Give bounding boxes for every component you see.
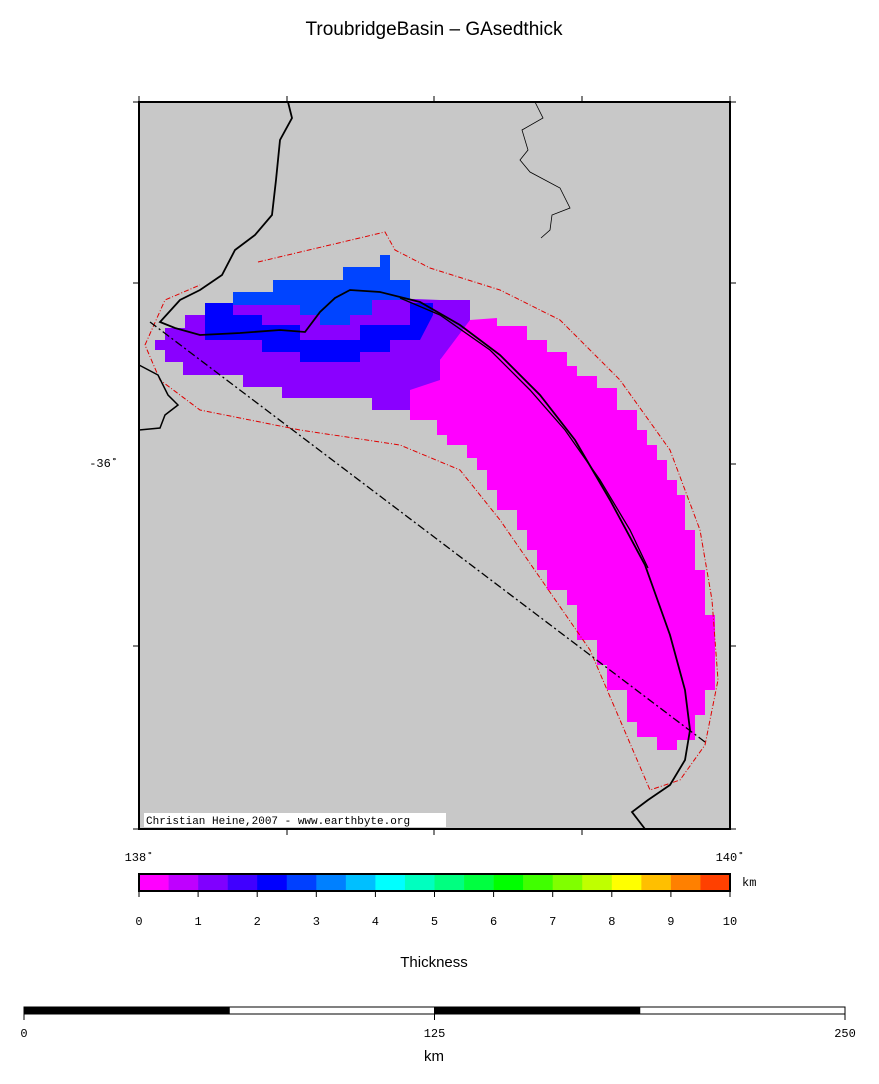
colorbar-cell	[670, 874, 701, 891]
colorbar-cell	[257, 874, 288, 891]
colorbar-cell	[168, 874, 199, 891]
colorbar-tick-label: 4	[372, 915, 379, 929]
scalebar-tick-label: 250	[834, 1027, 856, 1041]
colorbar-unit: km	[742, 876, 756, 890]
colorbar-cell	[611, 874, 642, 891]
scalebar-tick-label: 0	[20, 1027, 27, 1041]
colorbar-cell	[316, 874, 347, 891]
colorbar-cell	[375, 874, 406, 891]
credit: Christian Heine,2007 - www.earthbyte.org	[146, 816, 410, 828]
colorbar-cell	[464, 874, 494, 891]
river	[519, 101, 571, 239]
colorbar-tick-label: 0	[135, 915, 142, 929]
colorbar-tick-label: 3	[313, 915, 320, 929]
colorbar-cell	[198, 874, 228, 891]
colorbar-cell	[582, 874, 613, 891]
colorbar-tick-label: 10	[723, 915, 737, 929]
colorbar-tick-label: 9	[667, 915, 674, 929]
lat-label: -36˚	[89, 457, 118, 471]
colorbar-tick-label: 8	[608, 915, 615, 929]
frame-ticks	[133, 96, 736, 835]
colorbar-cell	[434, 874, 465, 891]
colorbar-cell	[552, 874, 583, 891]
thickness-cells	[410, 318, 715, 750]
scalebar-segment	[639, 1006, 846, 1015]
colorbar-cell	[139, 874, 169, 891]
title: TroubridgeBasin – GAsedthick	[306, 19, 563, 40]
colorbar-cell	[286, 874, 317, 891]
colorbar-cell	[404, 874, 435, 891]
credit-box	[144, 813, 446, 827]
coastline	[399, 297, 649, 569]
colorbar-tick-label: 7	[549, 915, 556, 929]
colorbar-tick-label: 5	[431, 915, 438, 929]
coastline	[158, 101, 691, 830]
colorbar-label: Thickness	[400, 954, 468, 971]
basin-outline	[144, 231, 719, 791]
scalebar-segment	[434, 1006, 641, 1015]
colorbar-tick-label: 2	[254, 915, 261, 929]
coastline	[138, 364, 180, 431]
colorbar-cell	[345, 874, 376, 891]
lon-label: 138˚	[125, 851, 154, 865]
colorbar-cell	[641, 874, 672, 891]
colorbar-cell	[523, 874, 553, 891]
scalebar-tick-label: 125	[424, 1027, 446, 1041]
colorbar-cell	[493, 874, 524, 891]
section-line	[149, 321, 706, 743]
colorbar-cell	[227, 874, 258, 891]
thickness-cells	[233, 255, 410, 325]
thickness-cells	[205, 303, 433, 362]
lon-label: 140˚	[716, 851, 745, 865]
scalebar-segment	[228, 1006, 435, 1015]
colorbar-cell	[700, 874, 731, 891]
scalebar-segment	[23, 1006, 230, 1015]
map: Christian Heine,2007 - www.earthbyte.org	[133, 96, 736, 835]
scalebar-unit: km	[424, 1048, 444, 1065]
colorbar-tick-label: 1	[194, 915, 201, 929]
colorbar-tick-label: 6	[490, 915, 497, 929]
